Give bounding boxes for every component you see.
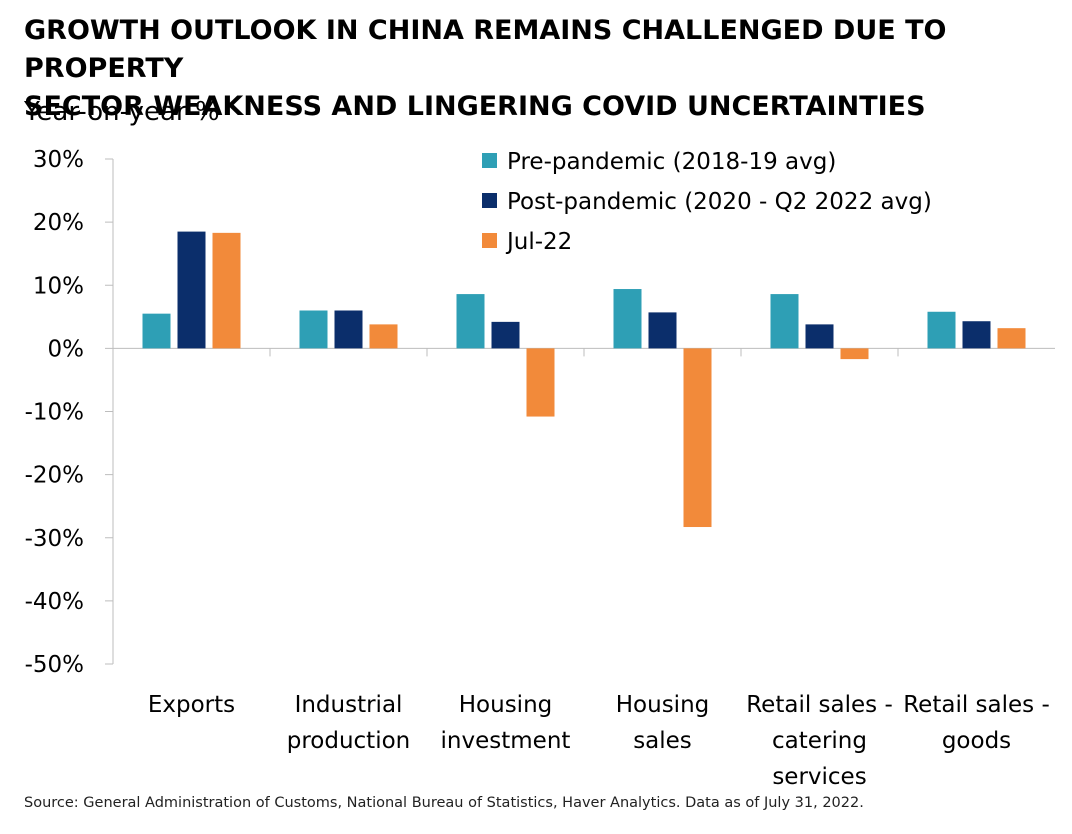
y-tick-label: 20% [33, 210, 84, 236]
bar [177, 231, 206, 349]
bar [997, 328, 1026, 349]
x-category-label: Retail sales -goods [903, 692, 1050, 754]
bar [840, 348, 869, 360]
y-tick-label: -20% [25, 463, 84, 489]
chart-title: GROWTH OUTLOOK IN CHINA REMAINS CHALLENG… [24, 12, 1064, 126]
y-tick-label: -30% [25, 526, 84, 552]
legend-swatch [482, 233, 497, 248]
y-tick-label: -50% [25, 652, 84, 678]
bar [805, 324, 834, 349]
y-tick-label: 0% [48, 336, 85, 362]
bar [770, 294, 799, 349]
bar [491, 321, 520, 349]
x-category-label: Housing investment [441, 692, 571, 754]
legend-swatch [482, 193, 497, 208]
x-category-label: Exports [148, 692, 235, 718]
bar [369, 324, 398, 349]
chart-title-line-1: GROWTH OUTLOOK IN CHINA REMAINS CHALLENG… [24, 15, 947, 84]
chart-title-line-2: SECTOR WEAKNESS AND LINGERING COVID UNCE… [24, 91, 926, 122]
x-category-label: Housing sales [616, 692, 710, 754]
x-category-label: Retail sales -catering services [746, 692, 893, 790]
x-category-label: Industrial production [287, 692, 411, 754]
legend-label: Pre-pandemic (2018-19 avg) [507, 149, 836, 175]
bar [334, 310, 363, 349]
y-tick-label: -40% [25, 589, 84, 615]
chart-subtitle: Year-on-year % [24, 97, 220, 127]
legend-swatch [482, 153, 497, 168]
legend-label: Post-pandemic (2020 - Q2 2022 avg) [507, 189, 932, 215]
bar [648, 312, 677, 349]
bar [927, 311, 956, 349]
bar [212, 232, 241, 349]
source-note: Source: General Administration of Custom… [24, 795, 864, 811]
bar [299, 310, 328, 349]
legend-label: Jul-22 [505, 229, 572, 255]
bar [526, 348, 555, 417]
bar [456, 294, 485, 349]
y-tick-label: 30% [33, 147, 84, 173]
bar [142, 313, 171, 349]
y-tick-label: 10% [33, 273, 84, 299]
y-tick-label: -10% [25, 400, 84, 426]
bar [962, 321, 991, 349]
bar [683, 348, 712, 528]
bar [613, 289, 642, 349]
